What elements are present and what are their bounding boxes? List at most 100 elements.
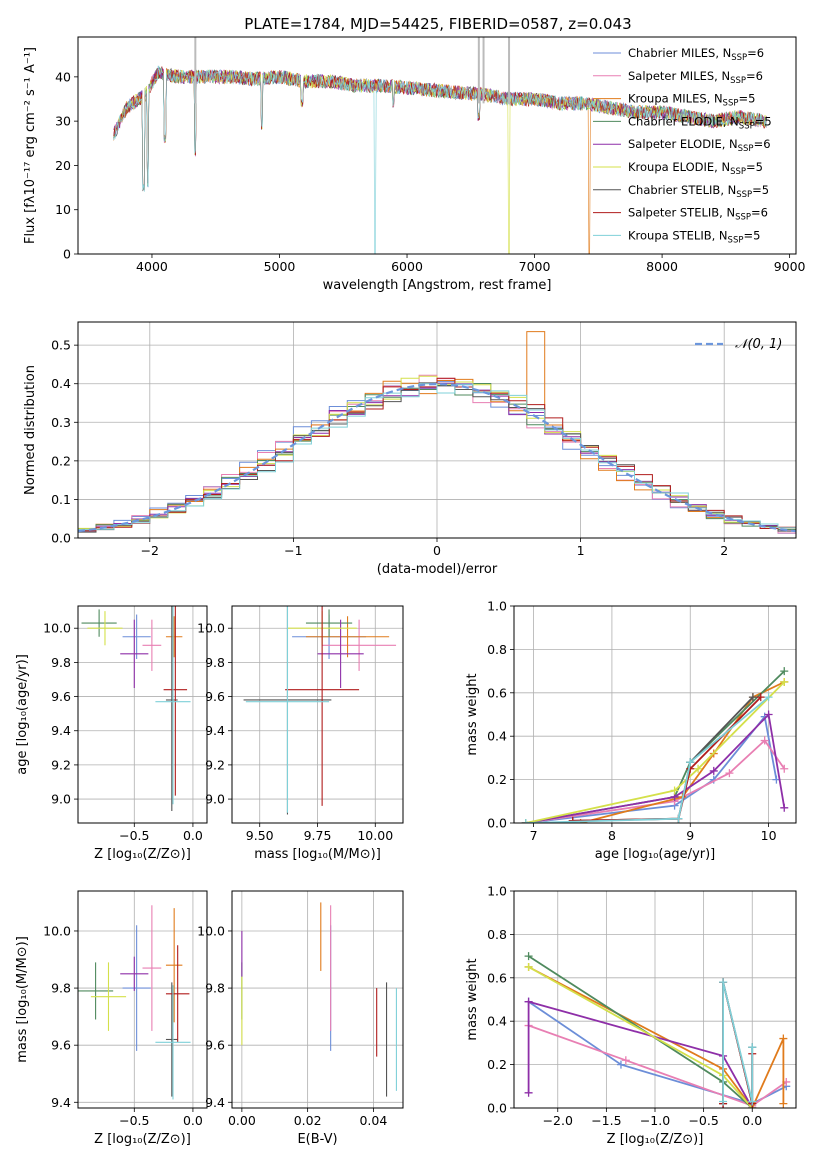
mass-weight-marker [764,710,773,719]
y-tick-label: 0.5 [51,338,71,353]
mass-weight-line [525,712,786,823]
spectrum-line [113,65,767,254]
legend-label: Chabrier MILES, NSSP=6 [628,46,764,63]
residuals-panel: −2 −1 0 1 2 0.0 0.1 0.2 0.3 0.4 0.5 (data-model)/er… [23,321,797,577]
legend-label: Chabrier ELODIE, NSSP=5 [628,114,772,131]
y-tick-label: 0.2 [487,772,507,787]
x-tick-label: 0.00 [228,1113,256,1128]
y-tick-label: 20 [55,158,71,173]
age-vs-metallicity-panel: −0.5 0.0 9.0 9.2 9.4 9.6 9.8 10.0 Z [log₁₀(Z/Z⊙)… [15,605,208,862]
mass-weight-marker [670,786,679,795]
x-tick-label: 0.0 [183,828,203,843]
legend-label: 𝒩(0, 1) [735,337,782,352]
axes-frame [231,605,404,824]
x-tick-label: 6000 [391,259,423,274]
mass-weight-marker [524,952,533,961]
y-axis-label: Flux [fλ10⁻¹⁷ erg cm⁻² s⁻¹ A⁻¹] [23,47,38,244]
x-tick-label: 0.04 [359,1113,387,1128]
x-axis-label: Z [log₁₀(Z/Z⊙)] [607,1132,704,1147]
mass-weight-marker [725,769,734,778]
mass-weight-marker [621,1056,630,1065]
y-tick-label: 0.0 [487,816,507,831]
x-tick-label: 8000 [646,259,678,274]
x-axis-label: Z [log₁₀(Z/Z⊙)] [94,1132,191,1147]
legend-label: Kroupa ELODIE, NSSP=5 [628,160,763,177]
x-axis-label: (data-model)/error [377,562,498,577]
y-tick-label: 9.8 [205,981,225,996]
mass-weight-marker [780,667,789,676]
mass-weight-line [527,1000,753,1108]
y-tick-label: 1.0 [487,599,507,614]
x-tick-label: 8 [608,828,616,843]
y-tick-label: 9.0 [51,792,71,807]
mass-weight-marker [779,1099,788,1108]
y-tick-label: 9.6 [51,1038,71,1053]
plot-area [78,331,796,534]
y-tick-label: 0.4 [51,376,71,391]
mass-weight-marker [760,736,769,745]
mass-weight-marker [756,693,765,702]
y-tick-label: 0.0 [487,1101,507,1116]
mass-weight-line [525,681,785,823]
x-tick-label: 7 [530,828,538,843]
mass-weight-marker [674,814,683,823]
y-tick-label: 0.8 [487,927,507,942]
x-tick-label: 9 [686,828,694,843]
x-axis-label: mass [log₁₀(M/M⊙)] [254,847,381,862]
mass-weight-marker [719,1097,728,1106]
y-axis-label: Normed distribution [23,365,38,495]
spectrum-line [113,68,767,254]
axes-frame [513,890,797,1109]
x-tick-label: 0.0 [742,1113,762,1128]
mass-weight-marker [694,764,703,773]
plot-area [78,905,191,1100]
mass-vs-ebv-panel: 0.00 0.02 0.04 9.4 9.6 9.8 10.0 E(B-V) [197,890,404,1147]
y-tick-label: 10.0 [197,923,225,938]
x-tick-label: 10.00 [357,828,393,843]
y-tick-label: 9.4 [205,1095,225,1110]
axes-frame [77,890,208,1109]
y-tick-label: 0.0 [51,531,71,546]
x-axis-label: wavelength [Angstrom, rest frame] [323,278,552,293]
y-tick-label: 0.3 [51,415,71,430]
mass-weight-marker [524,1088,533,1097]
y-tick-label: 9.4 [51,723,71,738]
mass-weight-line [528,1024,787,1107]
x-tick-label: 0.02 [294,1113,322,1128]
y-tick-label: 0.1 [51,492,71,507]
y-tick-label: 9.8 [51,981,71,996]
y-tick-label: 0.6 [487,685,507,700]
legend-label: Salpeter STELIB, NSSP=6 [628,206,768,223]
plot-area [243,606,397,815]
plot-area [241,902,397,1097]
mass-weight-marker [719,978,728,987]
y-tick-label: 9.4 [51,1095,71,1110]
y-axis-label: mass weight [465,958,480,1040]
axes-frame [77,36,797,255]
plot-area [113,37,767,254]
mass-weight-line [528,966,785,1108]
legend-label: Salpeter MILES, NSSP=6 [628,69,763,86]
figure-title: PLATE=1784, MJD=54425, FIBERID=0587, z=0… [244,15,631,33]
x-tick-label: 9000 [774,259,806,274]
mass-weight-marker [780,803,789,812]
y-tick-label: 9.6 [51,689,71,704]
x-tick-label: −1 [284,543,302,558]
y-axis-label: mass [log₁₀(M/M⊙)] [15,936,30,1063]
y-tick-label: 0.2 [51,453,71,468]
histogram-step [78,383,796,531]
age-vs-mass-panel: 9.50 9.75 10.00 9.0 9.2 9.4 9.6 9.8 10.0 mass [lo… [197,605,404,862]
mass-weight-marker [521,819,530,823]
mass-weight-marker [748,1097,757,1106]
y-tick-label: 9.8 [205,655,225,670]
x-tick-label: 2 [720,543,728,558]
legend-label: Chabrier STELIB, NSSP=5 [628,183,769,200]
mass-weight-marker [709,766,718,775]
x-tick-label: 0.0 [183,1113,203,1128]
mass-weight-line [525,696,770,823]
x-tick-label: −0.5 [688,1113,718,1128]
legend-label: Salpeter ELODIE, NSSP=6 [628,137,771,154]
mass-weight-line [525,739,786,823]
mass-weight-line [528,1000,787,1105]
